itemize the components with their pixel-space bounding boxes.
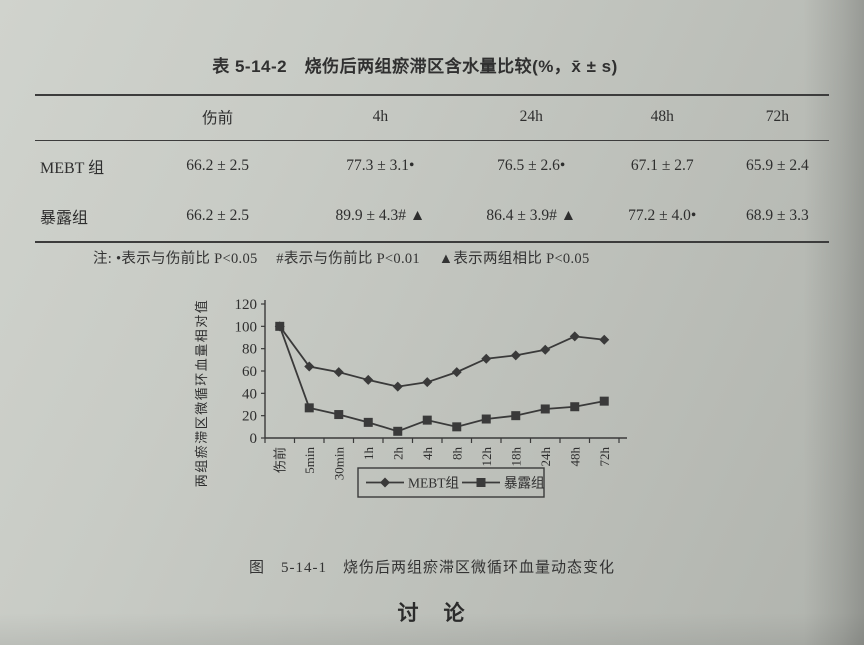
table-cell: 89.9 ± 4.3# ▲ bbox=[335, 207, 426, 224]
series-暴露组 bbox=[275, 321, 609, 436]
table-cell: 86.4 ± 3.9# ▲ bbox=[486, 207, 577, 224]
table-cell: 68.9 ± 3.3 bbox=[745, 207, 809, 224]
y-tick-label: 80 bbox=[242, 342, 257, 358]
x-tick-label: 4h bbox=[420, 447, 435, 461]
diamond-marker bbox=[392, 381, 403, 392]
diamond-marker bbox=[422, 377, 433, 388]
series-line bbox=[279, 325, 605, 388]
data-table: 伤前 4h 24h 48h 72h MEBT 组 66.2 ± 2.5 77.3 ± 3.1… bbox=[35, 94, 829, 243]
column-header: 4h bbox=[297, 95, 464, 141]
table-body: MEBT 组 66.2 ± 2.5 77.3 ± 3.1• 76.5 ± 2.6• 67… bbox=[35, 141, 829, 243]
table-row: 暴露组 66.2 ± 2.5 89.9 ± 4.3# ▲ 86.4 ± 3.9# ▲ 7… bbox=[35, 191, 829, 242]
legend-box bbox=[357, 467, 545, 498]
y-tick-label: 20 bbox=[242, 409, 257, 425]
square-marker bbox=[393, 426, 403, 436]
column-header bbox=[35, 95, 139, 141]
y-tick-label: 60 bbox=[242, 364, 257, 380]
y-tick-label: 40 bbox=[242, 386, 257, 402]
diamond-marker bbox=[569, 331, 580, 342]
line-chart: 0 20 40 60 80 100 120 伤前 5min 30min 1h 2h 4h 8h 12h 18h… bbox=[194, 297, 627, 498]
square-marker bbox=[363, 417, 373, 427]
table-cell: 65.9 ± 2.4 bbox=[745, 157, 809, 174]
x-tick-label: 伤前 bbox=[272, 447, 287, 473]
section-heading: 讨 论 bbox=[397, 602, 467, 625]
y-tick-label: 100 bbox=[235, 319, 258, 335]
column-header: 48h bbox=[598, 95, 726, 141]
x-tick-label: 30min bbox=[331, 447, 346, 481]
square-marker bbox=[511, 411, 521, 421]
row-label: 暴露组 bbox=[40, 210, 89, 227]
series-MEBT组 bbox=[274, 321, 610, 392]
legend: MEBT组 暴露组 bbox=[357, 467, 545, 498]
column-header: 72h bbox=[725, 95, 829, 141]
table-cell: 77.3 ± 3.1• bbox=[346, 157, 415, 174]
diamond-marker bbox=[481, 353, 492, 364]
x-tick-label: 24h bbox=[538, 447, 553, 467]
figure-caption: 图 5-14-1 烧伤后两组瘀滞区微循环血量动态变化 bbox=[249, 560, 615, 576]
x-tick-label: 5min bbox=[302, 447, 317, 474]
table-footnote: 注: •表示与伤前比 P<0.05 #表示与伤前比 P<0.01 ▲表示两组相比… bbox=[93, 251, 590, 267]
table-row: MEBT 组 66.2 ± 2.5 77.3 ± 3.1• 76.5 ± 2.6• 67… bbox=[35, 141, 829, 192]
table-cell: 66.2 ± 2.5 bbox=[186, 207, 249, 224]
square-marker bbox=[540, 404, 550, 414]
square-marker bbox=[599, 396, 609, 406]
legend-label: MEBT组 bbox=[408, 476, 459, 491]
x-tick-label: 18h bbox=[508, 447, 523, 467]
series-line bbox=[278, 326, 605, 433]
column-header: 24h bbox=[463, 95, 599, 141]
square-marker bbox=[334, 410, 344, 420]
diamond-marker bbox=[540, 344, 551, 355]
column-header: 伤前 bbox=[138, 95, 298, 141]
x-tick-label: 48h bbox=[567, 447, 582, 467]
table-title: 表 5-14-2 烧伤后两组瘀滞区含水量比较(%，x̄ ± s) bbox=[212, 57, 618, 76]
diamond-marker bbox=[363, 374, 374, 385]
diamond-marker bbox=[333, 367, 344, 378]
legend-label: 暴露组 bbox=[504, 476, 545, 491]
table-header-row: 伤前 4h 24h 48h 72h bbox=[35, 95, 829, 141]
diamond-marker bbox=[510, 350, 521, 361]
table-cell: 77.2 ± 4.0• bbox=[628, 207, 697, 224]
square-marker bbox=[304, 403, 314, 413]
x-tick-label: 72h bbox=[597, 447, 612, 467]
square-marker bbox=[275, 321, 285, 331]
y-tick-label: 0 bbox=[250, 431, 258, 447]
table-cell: 66.2 ± 2.5 bbox=[186, 157, 249, 174]
x-tick-label: 12h bbox=[479, 447, 494, 467]
square-marker bbox=[481, 414, 491, 424]
table-cell: 67.1 ± 2.7 bbox=[630, 157, 694, 174]
y-tick-label: 120 bbox=[235, 297, 258, 313]
square-marker bbox=[570, 402, 580, 412]
row-label: MEBT 组 bbox=[40, 160, 105, 177]
square-marker bbox=[422, 415, 432, 425]
x-tick-label: 2h bbox=[390, 447, 405, 461]
x-tick-label: 1h bbox=[361, 447, 376, 461]
legend-marker bbox=[380, 477, 390, 488]
y-axis-label: 两组瘀滞区微循环血量相对值 bbox=[194, 299, 209, 488]
x-tick-label: 8h bbox=[449, 447, 464, 461]
square-marker bbox=[452, 422, 462, 432]
table-cell: 76.5 ± 2.6• bbox=[497, 157, 566, 174]
legend-marker bbox=[476, 478, 486, 487]
diamond-marker bbox=[599, 334, 610, 345]
figure-chart: 0 20 40 60 80 100 120 伤前 5min 30min 1h 2h 4h 8h 12h 18h… bbox=[190, 292, 670, 515]
diamond-marker bbox=[451, 367, 462, 378]
diamond-marker bbox=[304, 361, 315, 372]
